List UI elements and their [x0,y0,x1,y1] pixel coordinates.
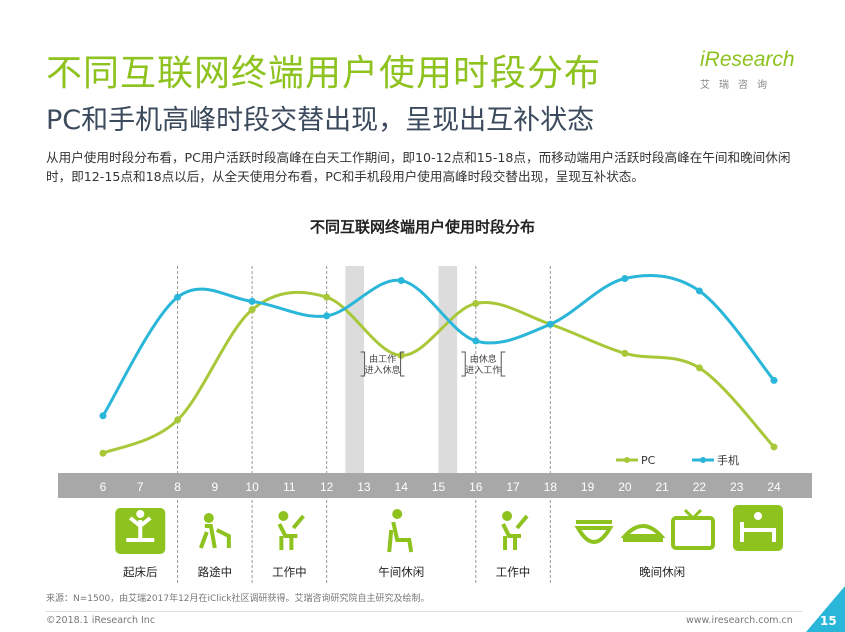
x-tick-label: 17 [506,480,520,494]
data-point [770,443,778,451]
source-note: 来源：N=1500，由艾瑞2017年12月在iClick社区调研获得。艾瑞咨询研… [46,594,430,604]
x-tick-label: 20 [618,480,632,494]
x-tick-label: 9 [211,480,218,494]
corner-decoration [806,586,845,632]
tv-antenna [683,508,703,521]
annotation-text: 进入工作 [465,364,501,376]
data-point [695,364,703,372]
x-tick-label: 22 [693,480,707,494]
data-point [248,306,256,314]
bed-clock [754,512,762,520]
page-number: 15 [820,614,837,628]
annotation-text: 由休息 [470,353,497,365]
category-label: 起床后 [123,565,158,579]
category-label: 晚间休闲 [639,565,685,579]
legend-label: PC [641,454,656,467]
x-tick-label: 23 [730,480,744,494]
data-point [174,293,182,301]
data-point [397,277,405,285]
highlight-band [438,266,458,474]
data-point [695,287,703,295]
data-point [99,449,107,457]
desk-work-figure [277,514,305,550]
x-axis-bar [58,473,812,498]
x-tick-label: 12 [320,480,334,494]
logo-main-text: iResearch [700,48,795,71]
annotation-text: 由工作 [369,353,396,365]
data-point [397,351,405,359]
annotation-bracket [461,351,506,377]
page-subtitle: PC和手机高峰时段交替出现，呈现出互补状态 [46,105,595,136]
wake-up-head [136,510,145,518]
desk-work-icon [278,511,289,521]
data-point [323,312,331,320]
x-tick-label: 19 [581,480,595,494]
footer-divider [46,611,802,612]
x-tick-label: 8 [174,480,181,494]
data-point [472,337,480,345]
legend-swatch-dot [624,457,630,463]
x-tick-label: 6 [100,480,107,494]
x-tick-label: 21 [655,480,669,494]
x-tick-label: 10 [245,480,259,494]
chart-title: 不同互联网终端用户使用时段分布 [309,218,535,236]
x-tick-label: 7 [137,480,144,494]
data-point [174,416,182,424]
data-point [472,299,480,307]
x-tick-label: 15 [432,480,446,494]
data-point [248,297,256,305]
iresearch-logo: iResearch 艾瑞咨询 [700,48,805,96]
data-point [546,320,554,328]
tv-icon [671,516,715,550]
copyright-text: ©2018.1 iResearch Inc [46,615,156,626]
legend-label: 手机 [717,453,739,467]
x-tick-label: 16 [469,480,483,494]
category-label: 工作中 [272,565,307,579]
desk-work-icon [502,511,513,521]
logo-sub-text: 艾瑞咨询 [700,80,776,91]
data-point [323,293,331,301]
sofa-relax-icon [392,509,403,519]
page-title: 不同互联网终端用户使用时段分布 [46,53,602,94]
annotation-bracket [360,351,405,377]
data-point [770,376,778,384]
category-label: 路途中 [198,565,233,579]
wake-up-figure [126,516,155,542]
bowl-icon [574,520,614,544]
commute-figure [198,524,231,549]
x-tick-label: 13 [357,480,371,494]
dinner-plate-icon [620,524,666,542]
data-point [99,412,107,420]
x-tick-label: 18 [544,480,558,494]
data-point [621,349,629,357]
x-tick-label: 14 [395,480,409,494]
x-tick-label: 24 [767,480,781,494]
category-label: 午间休闲 [378,565,424,579]
series-line-mobile [101,273,776,417]
x-tick-label: 11 [283,480,296,494]
data-point [621,274,629,282]
description-text: 从用户使用时段分布看，PC用户活跃时段高峰在白天工作期间，即10-12点和15-… [46,150,791,184]
highlight-band [345,266,364,474]
legend-swatch-dot [700,457,706,463]
annotation-text: 进入休息 [365,364,401,376]
bed-figure [740,522,776,542]
site-url[interactable]: www.iresearch.com.cn [686,615,793,626]
series-line-pc [102,290,776,455]
commute-icon [203,513,214,523]
desk-work-figure [501,514,529,550]
sofa-relax-figure [387,521,414,553]
category-label: 工作中 [496,565,531,579]
